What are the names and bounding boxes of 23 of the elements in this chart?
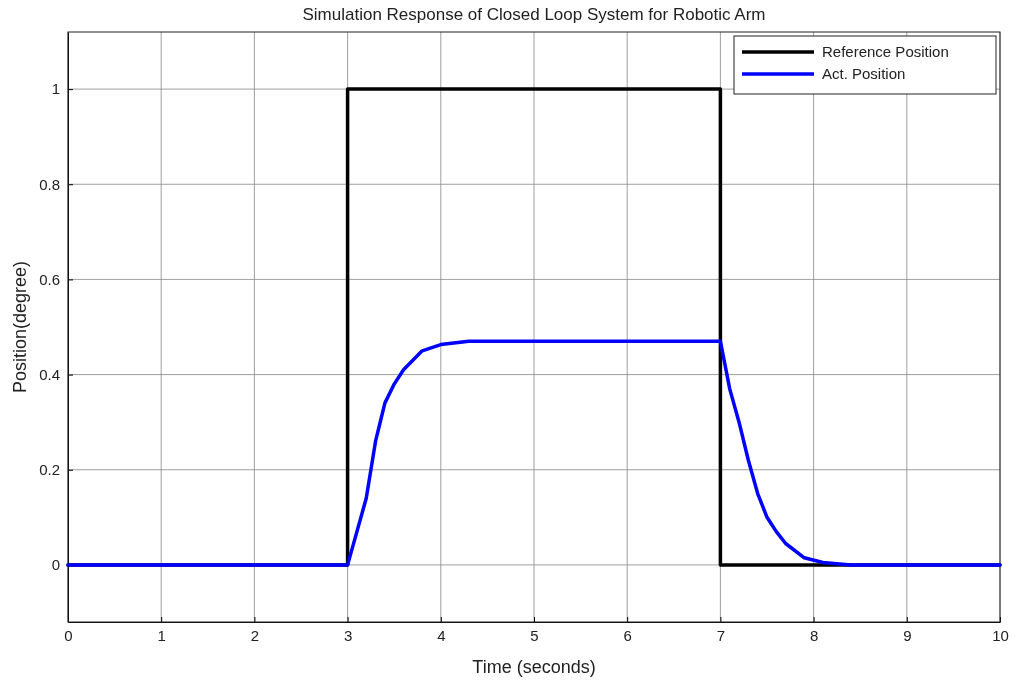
y-tick-label: 0.4: [39, 365, 60, 383]
x-tick-label: 2: [250, 626, 260, 644]
x-tick-label: 6: [623, 626, 632, 644]
x-tick-label: 4: [437, 626, 446, 644]
x-tick-label: 0: [64, 626, 73, 644]
y-tick-label: 1: [51, 80, 60, 98]
y-axis-title: Position(degree): [10, 260, 30, 394]
legend-label: Act. Position: [822, 65, 906, 82]
x-tick-label: 3: [343, 626, 353, 644]
x-tick-label: 10: [992, 626, 1009, 644]
legend-label: Reference Position: [822, 43, 949, 60]
line-series: [66, 339, 1002, 567]
y-tick-label: 0: [51, 556, 60, 574]
x-axis-title: Time (seconds): [472, 657, 596, 677]
y-tick-label: 0.2: [39, 461, 60, 479]
x-tick-label: 7: [716, 626, 726, 644]
chart-title: Simulation Response of Closed Loop System for Robotic Arm: [302, 5, 766, 24]
y-tick-label: 0.6: [39, 270, 60, 288]
x-tick-label: 8: [809, 626, 819, 644]
x-tick-label: 9: [903, 626, 912, 644]
y-tick-label: 0.8: [39, 175, 60, 193]
x-tick-label: 1: [157, 626, 166, 644]
x-tick-label: 5: [530, 626, 539, 644]
